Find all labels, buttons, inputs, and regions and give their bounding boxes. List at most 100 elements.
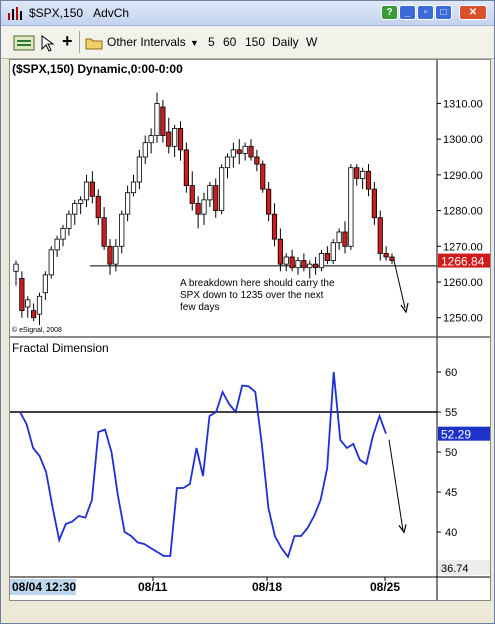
annotation-text-line: few days [180,302,219,313]
fractal-min-badge [438,560,490,575]
price-tick-label: 1290.00 [443,170,483,182]
candle-down[interactable] [389,256,395,261]
x-axis-start-badge [10,579,76,595]
candle-down[interactable] [383,253,389,258]
candle-up[interactable] [48,249,54,276]
chart-canvas[interactable]: ($SPX,150) Dynamic,0:00-0:00 Fractal Dime… [10,60,490,600]
candle-up[interactable] [224,156,231,169]
candle-up[interactable] [242,145,248,154]
candle-up[interactable] [42,274,48,294]
price-tick-label: 1250.00 [443,313,483,325]
candle-up[interactable] [348,167,354,247]
x-axis-date-label: 08/11 [138,580,168,594]
help-button[interactable]: ? [381,5,398,20]
candle-up[interactable] [83,181,90,201]
candle-up[interactable] [295,260,301,269]
candle-down[interactable] [95,195,101,219]
candle-up[interactable] [172,128,178,147]
candle-up[interactable] [13,263,19,272]
candle-down[interactable] [254,156,260,165]
candle-up[interactable] [113,245,119,265]
interval-150-button[interactable]: 150 [245,35,266,49]
candle-down[interactable] [301,260,307,269]
candle-up[interactable] [66,213,72,229]
candle-up[interactable] [136,156,142,183]
price-projection-arrow [393,260,406,309]
candle-down[interactable] [289,256,295,269]
candle-up[interactable] [283,256,289,265]
candle-up[interactable] [318,253,325,269]
candle-up[interactable] [230,149,236,158]
candle-up[interactable] [336,231,342,244]
candle-down[interactable] [266,188,272,215]
fractal-dimension-line[interactable] [19,371,387,559]
candle-down[interactable] [324,253,330,261]
x-axis-start-label: 08/04 12:30 [12,580,76,594]
candle-up[interactable] [119,213,125,247]
interval-weekly-button[interactable]: W [306,35,318,49]
restore-button[interactable]: ▫ [417,5,434,20]
candle-down[interactable] [189,185,195,204]
window-title-app: AdvCh [93,6,130,20]
chart-area[interactable]: ($SPX,150) Dynamic,0:00-0:00 Fractal Dime… [9,59,491,601]
fractal-last-value-badge [438,426,490,441]
candle-down[interactable] [313,263,319,269]
candle-down[interactable] [19,278,25,311]
candle-down[interactable] [195,203,201,215]
interval-daily-button[interactable]: Daily [272,35,299,49]
candle-down[interactable] [89,181,95,197]
candle-down[interactable] [377,217,383,254]
candle-down[interactable] [236,149,242,154]
price-tick-label: 1280.00 [443,206,483,218]
candle-down[interactable] [183,149,189,186]
candle-up[interactable] [360,170,366,179]
candle-down[interactable] [371,188,377,219]
candle-down[interactable] [277,238,283,265]
candle-up[interactable] [330,242,336,261]
title-bar[interactable]: $SPX,150 AdvCh ? _ ▫ □ ✕ [1,1,494,26]
add-study-icon[interactable]: + [62,31,73,51]
interval-dropdown-icon[interactable]: ▼ [190,38,199,48]
cursor-tool-icon[interactable] [39,34,57,52]
candle-down[interactable] [248,145,254,158]
other-intervals-button[interactable]: Other Intervals [107,35,186,49]
candle-down[interactable] [160,106,166,136]
last-price-badge [438,253,490,268]
close-button[interactable]: ✕ [459,5,487,20]
candle-down[interactable] [354,167,360,179]
candle-down[interactable] [177,128,184,151]
interval-5-button[interactable]: 5 [208,35,215,49]
minimize-button[interactable]: _ [399,5,416,20]
chart-app-icon [8,7,22,20]
candle-down[interactable] [31,310,37,319]
interval-60-button[interactable]: 60 [223,35,237,49]
candle-down[interactable] [365,170,372,190]
candle-up[interactable] [25,299,31,308]
candle-down[interactable] [342,231,348,247]
chart-link-icon[interactable] [13,34,35,52]
candle-up[interactable] [72,203,78,215]
folder-icon[interactable] [85,36,103,50]
candle-down[interactable] [271,213,278,240]
candle-up[interactable] [307,263,313,269]
candle-up[interactable] [201,199,207,215]
candle-down[interactable] [107,245,113,265]
candle-up[interactable] [54,238,60,251]
candle-down[interactable] [213,185,219,211]
candle-up[interactable] [125,192,131,215]
candle-up[interactable] [142,142,148,158]
candle-down[interactable] [166,131,172,147]
candle-up[interactable] [154,103,160,136]
candle-up[interactable] [78,199,84,204]
candle-up[interactable] [148,135,154,144]
candle-down[interactable] [260,163,266,190]
maximize-button[interactable]: □ [435,5,452,20]
candle-up[interactable] [219,167,225,211]
candle-up[interactable] [130,181,137,194]
candle-up[interactable] [36,295,43,315]
candle-up[interactable] [207,185,213,201]
x-axis-date-label: 08/25 [370,580,400,594]
candle-up[interactable] [60,228,66,240]
candle-down[interactable] [101,217,107,247]
